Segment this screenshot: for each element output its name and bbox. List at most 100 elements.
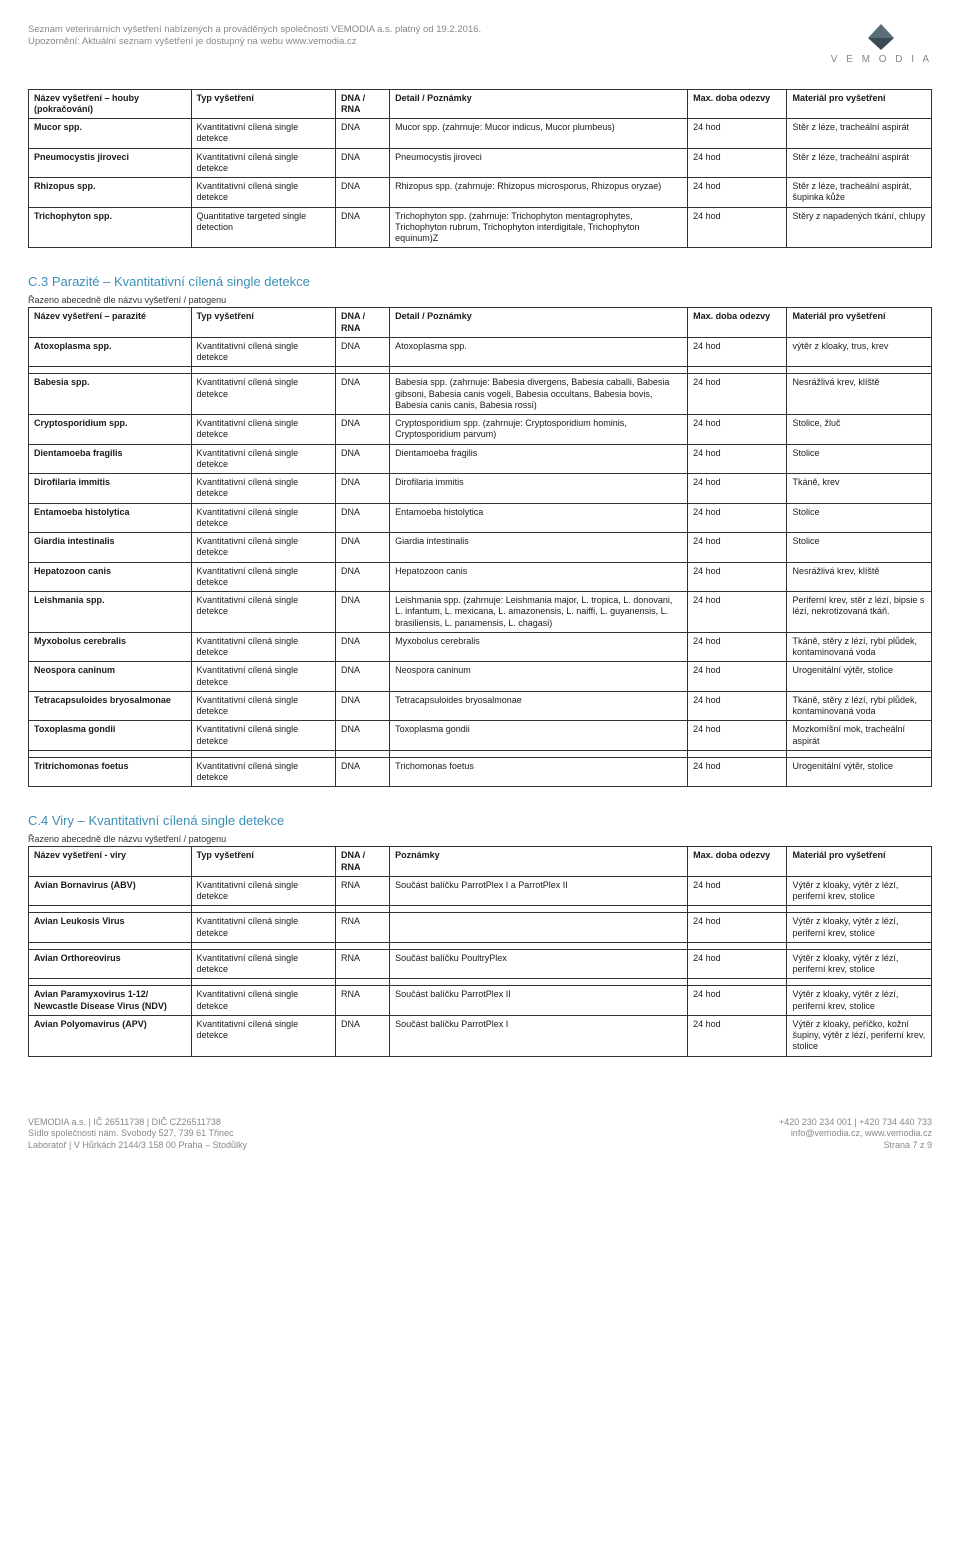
- table-cell: 24 hod: [688, 913, 787, 943]
- table-cell: 24 hod: [688, 949, 787, 979]
- table-cell: Toxoplasma gondii: [390, 721, 688, 751]
- table-cell: Kvantitativní cílená single detekce: [191, 444, 335, 474]
- table-cell: 24 hod: [688, 632, 787, 662]
- table-cell: Stěr z léze, tracheální aspirát, šupinka…: [787, 178, 932, 208]
- table-cell: Mucor spp. (zahrnuje: Mucor indicus, Muc…: [390, 119, 688, 149]
- column-header: Poznámky: [390, 847, 688, 877]
- table-cell: Trichomonas foetus: [390, 757, 688, 787]
- footer-address2: Laboratoř | V Hůrkách 2144/3 158 00 Prah…: [28, 1140, 247, 1152]
- table-cell: DNA: [336, 119, 390, 149]
- column-header: Detail / Poznámky: [390, 308, 688, 338]
- table-cell: Quantitative targeted single detection: [191, 207, 335, 248]
- section-c3-title: C.3 Parazité – Kvantitativní cílená sing…: [28, 274, 932, 289]
- table-cell: Avian Paramyxovirus 1-12/ Newcastle Dise…: [29, 986, 192, 1016]
- table-cell: Babesia spp. (zahrnuje: Babesia divergen…: [390, 374, 688, 415]
- table-cell: 24 hod: [688, 374, 787, 415]
- table-cell: DNA: [336, 374, 390, 415]
- table-cell: Kvantitativní cílená single detekce: [191, 474, 335, 504]
- table-cell: Stolice, žluč: [787, 415, 932, 445]
- table-row: Avian OrthoreovirusKvantitativní cílená …: [29, 949, 932, 979]
- table-row: Giardia intestinalisKvantitativní cílená…: [29, 533, 932, 563]
- table-cell: RNA: [336, 913, 390, 943]
- table-cell: Mozkomíšní mok, tracheální aspirát: [787, 721, 932, 751]
- table-cell: Kvantitativní cílená single detekce: [191, 178, 335, 208]
- column-header: Materiál pro vyšetření: [787, 847, 932, 877]
- page-header: Seznam veterinárních vyšetření nabízenýc…: [28, 24, 932, 49]
- column-header: Max. doba odezvy: [688, 847, 787, 877]
- table-cell: Stěr z léze, tracheální aspirát: [787, 148, 932, 178]
- table-cell: Avian Orthoreovirus: [29, 949, 192, 979]
- table-cell: Mucor spp.: [29, 119, 192, 149]
- table-cell: DNA: [336, 444, 390, 474]
- column-header: Název vyšetření – houby (pokračování): [29, 89, 192, 119]
- table-cell: 24 hod: [688, 415, 787, 445]
- table-header-row: Název vyšetření – parazitéTyp vyšetřeníD…: [29, 308, 932, 338]
- column-header: Max. doba odezvy: [688, 308, 787, 338]
- table-row: Avian Leukosis VirusKvantitativní cílená…: [29, 913, 932, 943]
- table-header-row: Název vyšetření - viryTyp vyšetřeníDNA /…: [29, 847, 932, 877]
- table-row: Neospora caninumKvantitativní cílená sin…: [29, 662, 932, 692]
- table-cell: RNA: [336, 986, 390, 1016]
- footer-address1: Sídlo společnosti nám. Svobody 527, 739 …: [28, 1128, 247, 1140]
- header-line2: Upozornění: Aktuální seznam vyšetření je…: [28, 36, 932, 48]
- table-cell: Rhizopus spp.: [29, 178, 192, 208]
- table-cell: Kvantitativní cílená single detekce: [191, 119, 335, 149]
- table-cell: Tkáně, stěry z lézí, rybí plůdek, kontam…: [787, 632, 932, 662]
- column-header: Materiál pro vyšetření: [787, 89, 932, 119]
- column-header: Název vyšetření - viry: [29, 847, 192, 877]
- table-cell: Nesrážlivá krev, klíště: [787, 374, 932, 415]
- table-cell: 24 hod: [688, 1015, 787, 1056]
- column-header: Typ vyšetření: [191, 89, 335, 119]
- table-cell: Entamoeba histolytica: [29, 503, 192, 533]
- table-cell: Kvantitativní cílená single detekce: [191, 986, 335, 1016]
- table-cell: DNA: [336, 474, 390, 504]
- table-row: Dientamoeba fragilisKvantitativní cílená…: [29, 444, 932, 474]
- column-header: DNA / RNA: [336, 847, 390, 877]
- table-row: Toxoplasma gondiiKvantitativní cílená si…: [29, 721, 932, 751]
- table-cell: Stěr z léze, tracheální aspirát: [787, 119, 932, 149]
- table-cell: Hepatozoon canis: [390, 562, 688, 592]
- table-cell: Výtěr z kloaky, výtěr z lézí, periferní …: [787, 986, 932, 1016]
- table-cell: DNA: [336, 632, 390, 662]
- table-row: Avian Polyomavirus (APV)Kvantitativní cí…: [29, 1015, 932, 1056]
- table-header-row: Název vyšetření – houby (pokračování)Typ…: [29, 89, 932, 119]
- column-header: DNA / RNA: [336, 308, 390, 338]
- column-header: DNA / RNA: [336, 89, 390, 119]
- table-cell: Myxobolus cerebralis: [29, 632, 192, 662]
- table-cell: Rhizopus spp. (zahrnuje: Rhizopus micros…: [390, 178, 688, 208]
- table-cell: 24 hod: [688, 119, 787, 149]
- table-row: Hepatozoon canisKvantitativní cílená sin…: [29, 562, 932, 592]
- table-cell: Součást balíčku ParrotPlex I: [390, 1015, 688, 1056]
- section-c4-title: C.4 Viry – Kvantitativní cílená single d…: [28, 813, 932, 828]
- table-cell: Avian Leukosis Virus: [29, 913, 192, 943]
- table-cell: 24 hod: [688, 207, 787, 248]
- table-cell: DNA: [336, 148, 390, 178]
- table-cell: Kvantitativní cílená single detekce: [191, 632, 335, 662]
- table-cell: 24 hod: [688, 662, 787, 692]
- table-houby: Název vyšetření – houby (pokračování)Typ…: [28, 89, 932, 249]
- table-cell: 24 hod: [688, 474, 787, 504]
- table-cell: DNA: [336, 592, 390, 633]
- table-cell: Součást balíčku ParrotPlex I a ParrotPle…: [390, 876, 688, 906]
- table-cell: Tetracapsuloides bryosalmonae: [390, 691, 688, 721]
- footer-email: info@vemodia.cz, www.vemodia.cz: [779, 1128, 932, 1140]
- table-cell: Výtěr z kloaky, výtěr z lézí, periferní …: [787, 949, 932, 979]
- table-cell: Avian Polyomavirus (APV): [29, 1015, 192, 1056]
- table-cell: Entamoeba histolytica: [390, 503, 688, 533]
- column-header: Materiál pro vyšetření: [787, 308, 932, 338]
- table-cell: Kvantitativní cílená single detekce: [191, 913, 335, 943]
- logo-diamond-icon: [868, 24, 894, 50]
- table-cell: Nesrážlivá krev, klíště: [787, 562, 932, 592]
- table-cell: DNA: [336, 415, 390, 445]
- table-cell: Pneumocystis jiroveci: [29, 148, 192, 178]
- table-cell: 24 hod: [688, 721, 787, 751]
- table-cell: 24 hod: [688, 876, 787, 906]
- table-cell: DNA: [336, 721, 390, 751]
- table-row: Myxobolus cerebralisKvantitativní cílená…: [29, 632, 932, 662]
- table-cell: Součást balíčku PoultryPlex: [390, 949, 688, 979]
- table-cell: 24 hod: [688, 691, 787, 721]
- table-cell: Stolice: [787, 444, 932, 474]
- table-cell: Stolice: [787, 503, 932, 533]
- table-cell: RNA: [336, 949, 390, 979]
- table-cell: Kvantitativní cílená single detekce: [191, 374, 335, 415]
